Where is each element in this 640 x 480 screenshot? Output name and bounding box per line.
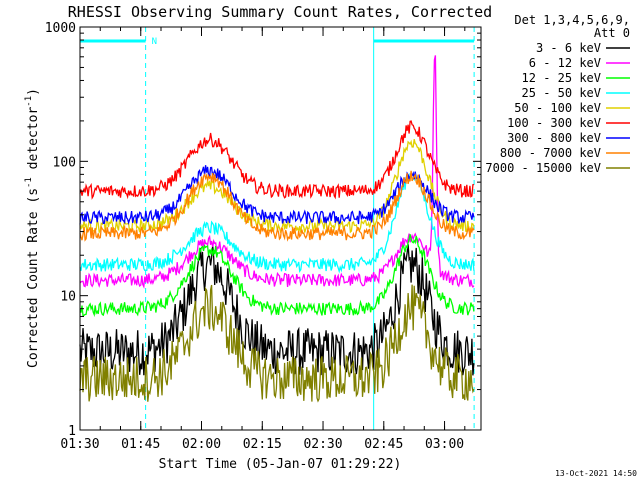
series-line-2 bbox=[79, 234, 475, 318]
x-tick-label: 02:45 bbox=[364, 437, 403, 452]
x-tick-label: 02:00 bbox=[182, 437, 221, 452]
legend-header-line-2: Att 0 bbox=[594, 26, 630, 40]
legend-label: 12 - 25 keV bbox=[522, 71, 601, 85]
y-axis-label-sup1: -1 bbox=[24, 177, 34, 188]
legend-label: 300 - 800 keV bbox=[507, 131, 601, 145]
series-line-1 bbox=[79, 55, 475, 289]
plot-area: N bbox=[79, 27, 475, 430]
series-line-8 bbox=[79, 284, 475, 403]
legend-label: 6 - 12 keV bbox=[529, 56, 601, 70]
y-axis: 1 10 100 1000 bbox=[45, 21, 481, 439]
legend-label: 25 - 50 keV bbox=[522, 86, 601, 100]
night-marker-label: N bbox=[152, 37, 157, 47]
x-axis-label: Start Time (05-Jan-07 01:29:22) bbox=[159, 457, 402, 472]
x-tick-label: 01:30 bbox=[60, 437, 99, 452]
legend-label: 50 - 100 keV bbox=[514, 101, 601, 115]
y-axis-label-end: ) bbox=[26, 88, 41, 96]
generation-timestamp: 13-Oct-2021 14:50 bbox=[555, 469, 637, 478]
x-tick-label: 01:45 bbox=[121, 437, 160, 452]
y-axis-label-mid: detector bbox=[26, 107, 41, 178]
plot-frame bbox=[79, 26, 482, 431]
y-tick-label: 10 bbox=[60, 290, 76, 305]
series-line-7 bbox=[79, 170, 475, 242]
series-line-4 bbox=[79, 139, 475, 235]
legend-header-line-1: Det 1,3,4,5,6,9, bbox=[514, 13, 630, 27]
legend-label: 7000 - 15000 keV bbox=[485, 161, 601, 175]
x-axis: 01:30 01:45 02:00 02:15 02:30 02:45 03:00 bbox=[60, 27, 466, 452]
legend-label: 100 - 300 keV bbox=[507, 116, 601, 130]
y-tick-label: 1 bbox=[68, 424, 76, 439]
x-tick-label: 02:30 bbox=[303, 437, 342, 452]
series-line-6 bbox=[79, 165, 475, 225]
y-axis-label-sup2: -1 bbox=[24, 96, 34, 107]
y-tick-label: 1000 bbox=[45, 21, 76, 36]
y-axis-label-main: Corrected Count Rate (s bbox=[26, 188, 41, 368]
legend-label: 800 - 7000 keV bbox=[500, 146, 601, 160]
legend-label: 3 - 6 keV bbox=[536, 41, 601, 55]
y-axis-label: Corrected Count Rate (s-1 detector-1) bbox=[24, 88, 41, 368]
x-tick-label: 02:15 bbox=[243, 437, 282, 452]
series-line-5 bbox=[79, 120, 475, 200]
x-tick-label: 03:00 bbox=[425, 437, 464, 452]
y-tick-label: 100 bbox=[53, 155, 76, 170]
chart-title: RHESSI Observing Summary Count Rates, Co… bbox=[68, 3, 492, 21]
